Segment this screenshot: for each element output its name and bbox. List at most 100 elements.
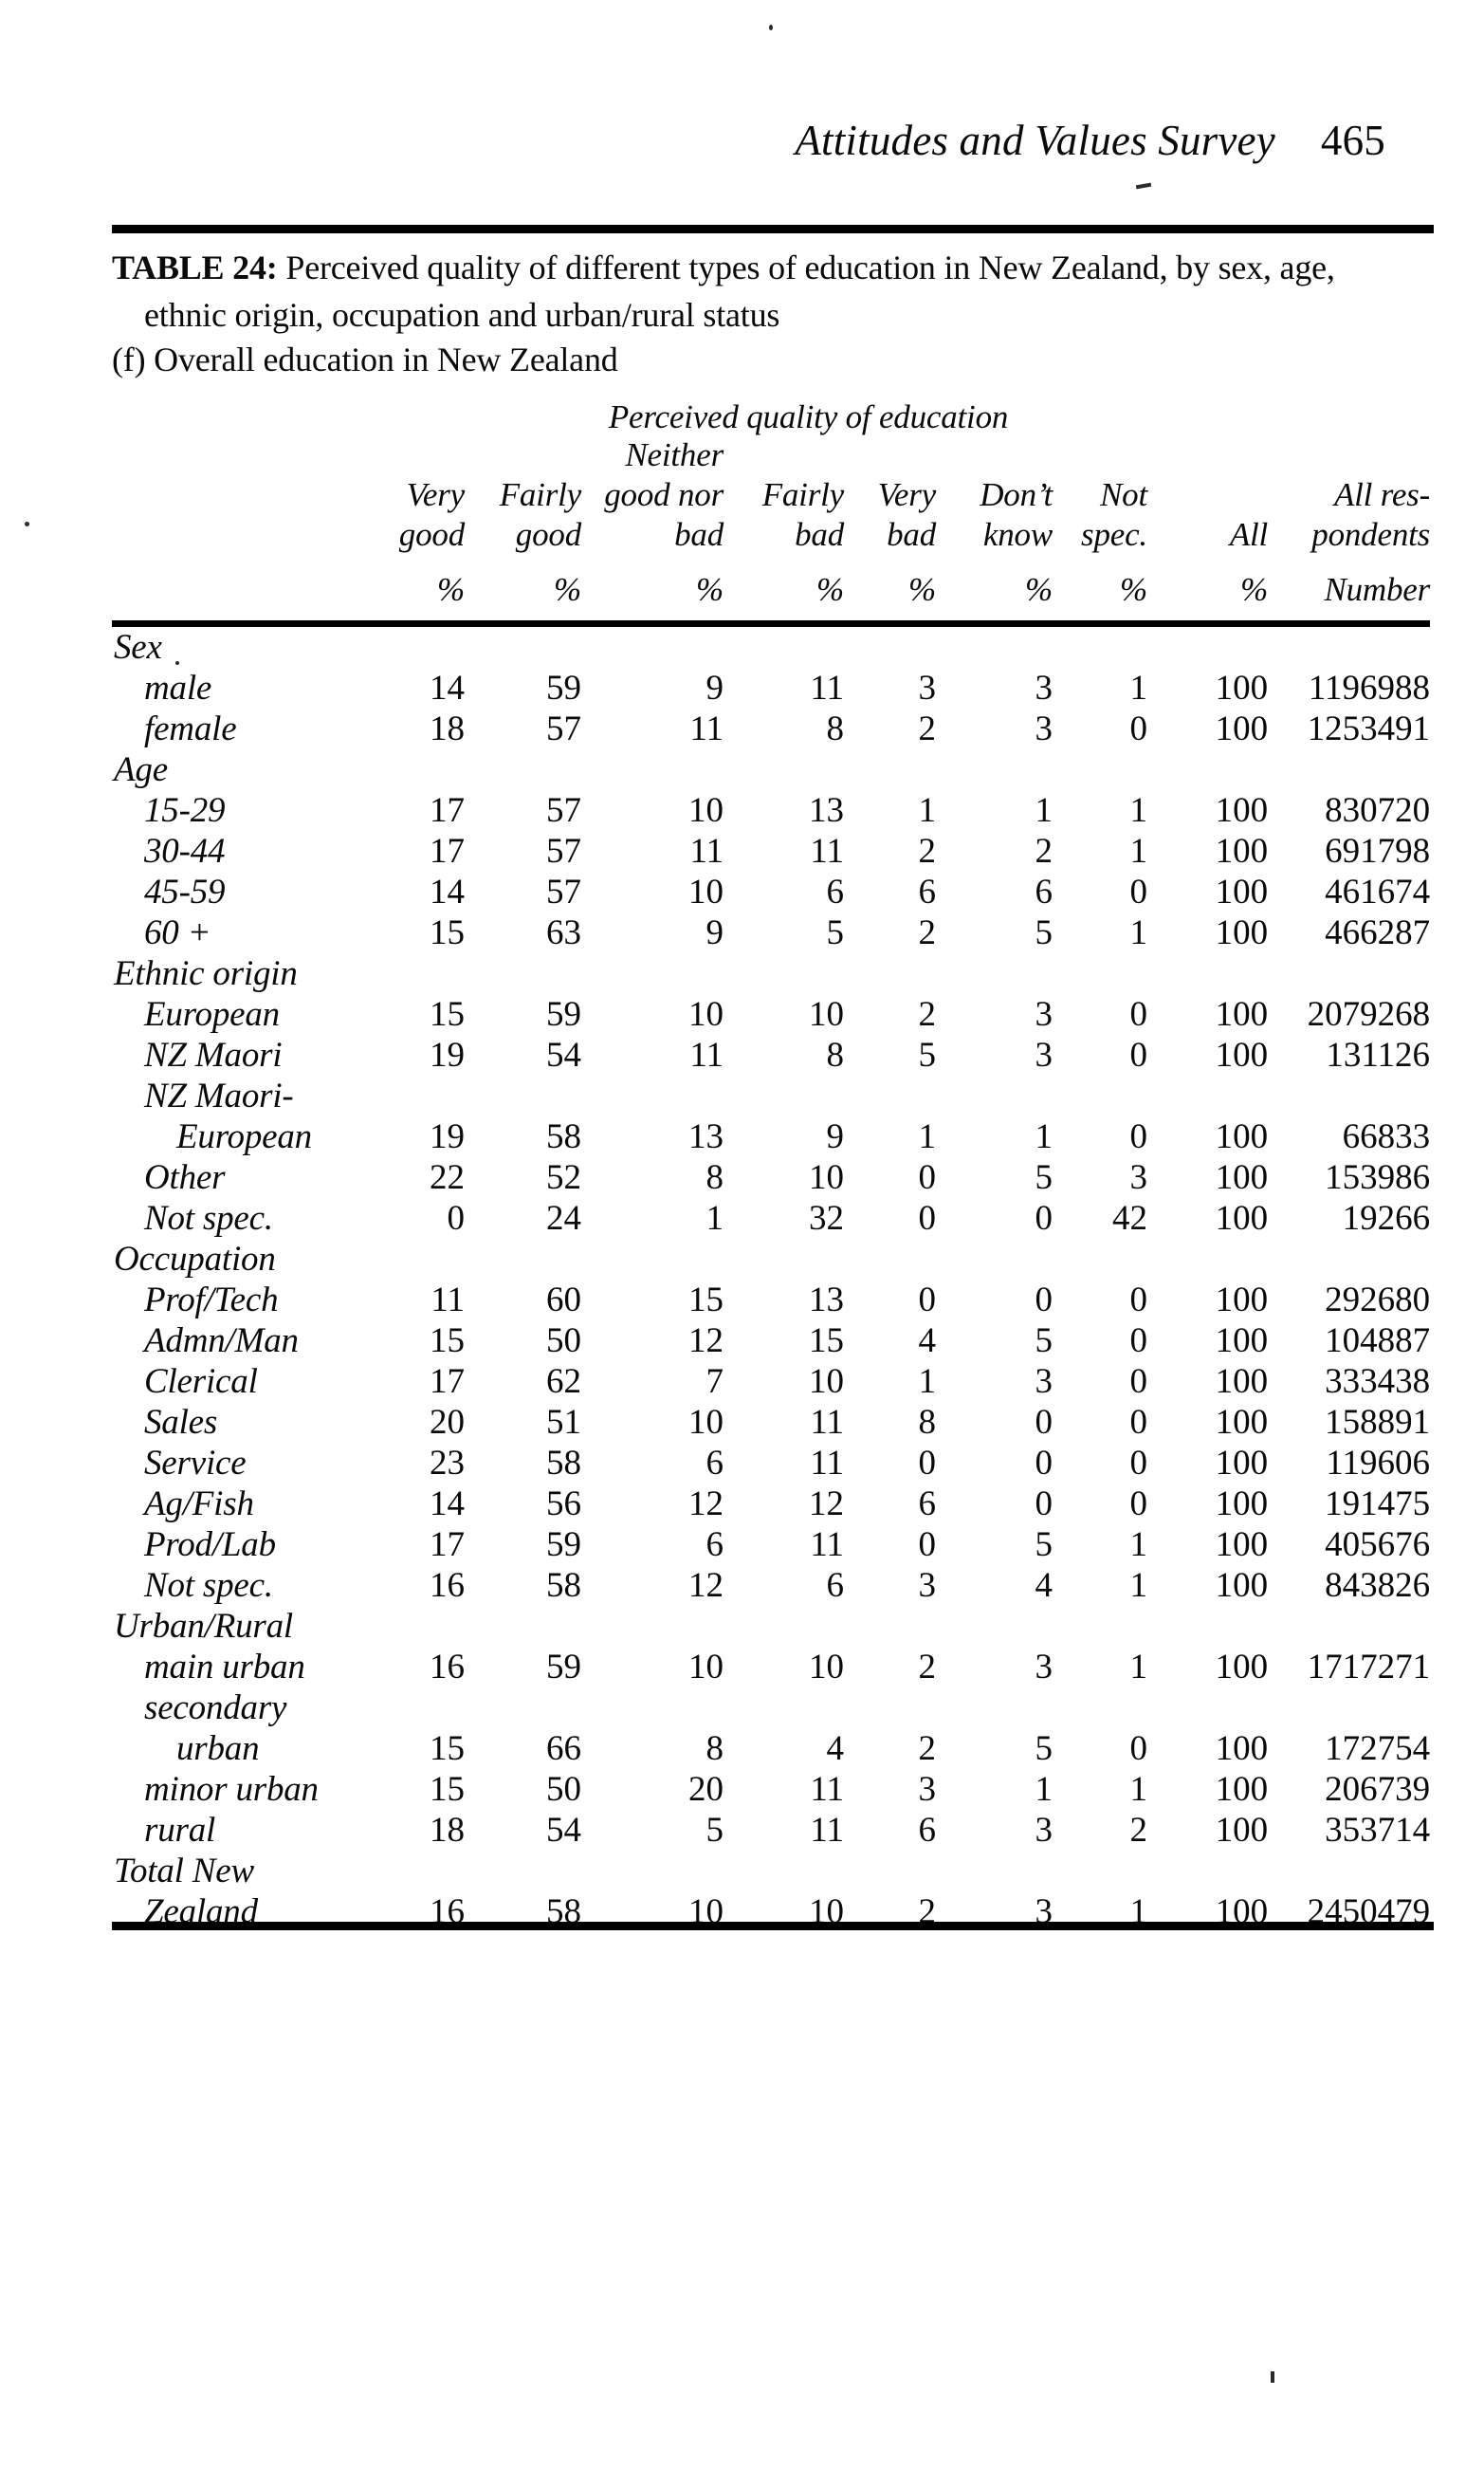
cell-value: 5 (1035, 1525, 1053, 1564)
cell-value: 7 (705, 1362, 724, 1401)
cell-value (844, 749, 936, 790)
cell-value: 14 (430, 1484, 465, 1523)
cell-value (1268, 953, 1430, 994)
cell-value (1053, 624, 1147, 669)
cell-value: 3 (918, 1566, 937, 1605)
cell-value (936, 624, 1053, 669)
cell-value: 19266 (1342, 1199, 1431, 1238)
table-row: NZ Maori 19 54 11 8 5 3 0 100 131126 (112, 1035, 1430, 1076)
cell-value (1053, 1606, 1147, 1647)
cell-value: 17 (430, 1362, 465, 1401)
cell-value: 11 (810, 832, 844, 871)
cell-value: 0 (918, 1281, 937, 1319)
cell-value: 8 (918, 1403, 937, 1442)
table-row: 30-44 17 57 11 11 2 2 1 100 691798 (112, 831, 1430, 872)
cell-value: 1 (1035, 1770, 1053, 1809)
cell-value (465, 749, 581, 790)
cell-value: 54 (546, 1036, 581, 1075)
column-header (1147, 436, 1268, 474)
cell-value (465, 1687, 581, 1728)
cell-value: 11 (689, 832, 724, 871)
unit-label: % (1147, 554, 1268, 627)
cell-value (349, 1076, 465, 1116)
cell-value: 10 (688, 873, 724, 912)
cell-value: 3 (1035, 995, 1053, 1034)
cell-value: 100 (1215, 913, 1269, 952)
column-header: know (982, 516, 1053, 553)
cell-value: 6 (918, 1811, 937, 1850)
running-header: Attitudes and Values Survey 465 (795, 116, 1385, 165)
row-label: minor urban (144, 1770, 319, 1809)
row-label: 60 + (144, 913, 211, 952)
cell-value: 2 (918, 710, 937, 748)
cell-value (936, 1076, 1053, 1116)
cell-value: 19 (430, 1117, 465, 1156)
cell-value: 6 (918, 1484, 937, 1523)
cell-value (1147, 749, 1268, 790)
row-label: Prod/Lab (144, 1525, 276, 1564)
cell-value: 1 (1129, 1892, 1148, 1931)
cell-value: 8 (826, 710, 845, 748)
cell-value (1268, 749, 1430, 790)
column-header: Don’t (980, 476, 1053, 513)
cell-value: 3 (1035, 1362, 1053, 1401)
cell-value: 6 (826, 873, 845, 912)
cell-value: 333438 (1325, 1362, 1431, 1401)
cell-value (936, 1606, 1053, 1647)
column-header (1147, 474, 1268, 514)
cell-value: 6 (826, 1566, 845, 1605)
cell-value: 100 (1215, 1648, 1269, 1687)
cell-value: 461674 (1325, 873, 1431, 912)
cell-value: 1 (1129, 1566, 1148, 1605)
unit-label: % (844, 554, 936, 627)
cell-value: 11 (689, 710, 724, 748)
cell-value: 0 (447, 1199, 466, 1238)
table-row: Not spec. 0 24 1 32 0 0 42 100 19266 (112, 1198, 1430, 1239)
cell-value: 100 (1215, 1199, 1269, 1238)
cell-value: 10 (809, 1158, 844, 1197)
cell-value: 9 (826, 1117, 845, 1156)
cell-value: 100 (1215, 710, 1269, 748)
cell-value: 172754 (1325, 1729, 1431, 1768)
cell-value: 17 (430, 1525, 465, 1564)
table-row: urban 15 66 8 4 2 5 0 100 172754 (112, 1728, 1430, 1769)
table-row: rural 18 54 5 11 6 3 2 100 353714 (112, 1810, 1430, 1851)
cell-value: 0 (1129, 1484, 1148, 1523)
cell-value: 62 (546, 1362, 581, 1401)
table-row: NZ Maori- (112, 1076, 1430, 1116)
cell-value: 9 (705, 913, 724, 952)
running-header-title: Attitudes and Values Survey (795, 117, 1275, 164)
table-row: 45-59 14 57 10 6 6 6 0 100 461674 (112, 872, 1430, 912)
cell-value: 50 (546, 1321, 581, 1360)
cell-value: 59 (546, 1525, 581, 1564)
column-header: Very (877, 476, 937, 513)
cell-value: 15 (430, 1321, 465, 1360)
row-label: Not spec. (144, 1566, 273, 1605)
column-header: Neither (625, 436, 724, 473)
row-label: Occupation (114, 1240, 276, 1279)
table-row: main urban 16 59 10 10 2 3 1 100 1717271 (112, 1647, 1430, 1687)
table-row: Service 23 58 6 11 0 0 0 100 119606 (112, 1443, 1430, 1484)
cell-value: 830720 (1325, 791, 1431, 830)
column-header: bad (887, 516, 936, 553)
table-row: Other 22 52 8 10 0 5 3 100 153986 (112, 1157, 1430, 1198)
table-row: 60 +15 63 9 5 2 5 1 100 466287 (112, 912, 1430, 953)
cell-value (724, 1606, 844, 1647)
cell-value (1147, 1239, 1268, 1280)
cell-value: 4 (826, 1729, 845, 1768)
cell-value: 1196988 (1308, 669, 1431, 708)
cell-value: 1 (1129, 832, 1148, 871)
cell-value (1147, 1076, 1268, 1116)
table-row: Urban/Rural (112, 1606, 1430, 1647)
top-rule-divider (112, 225, 1434, 233)
cell-value (349, 1687, 465, 1728)
cell-value: 100 (1215, 1566, 1269, 1605)
cell-value: 100 (1215, 1036, 1269, 1075)
column-header: bad (674, 516, 724, 553)
row-label: Prof/Tech (144, 1281, 279, 1319)
cell-value (1147, 953, 1268, 994)
cell-value: 6 (705, 1525, 724, 1564)
cell-value (581, 749, 724, 790)
cell-value: 353714 (1325, 1811, 1431, 1850)
column-header (724, 436, 844, 474)
